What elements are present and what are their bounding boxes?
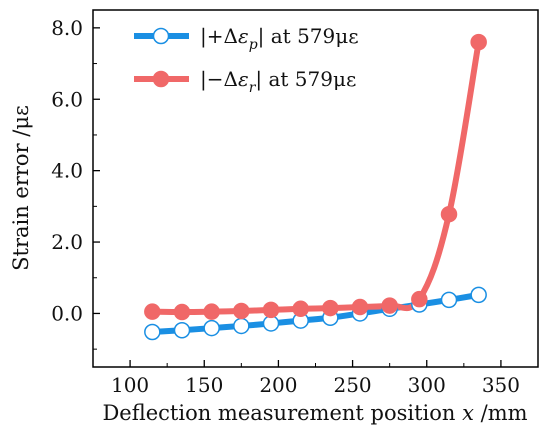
legend-minus-part-1: |−Δ bbox=[200, 67, 238, 92]
y-tick-label: 4.0 bbox=[51, 159, 83, 183]
minus-series-point bbox=[203, 303, 220, 320]
legend-plus-part-4: | at 579με bbox=[258, 24, 359, 49]
minus-series-point bbox=[144, 303, 161, 320]
legend-marker-plus bbox=[152, 27, 170, 45]
minus-series-point bbox=[351, 298, 369, 316]
plus-series-point bbox=[262, 315, 280, 332]
plus-series-point bbox=[144, 323, 161, 341]
minus-series-point bbox=[173, 303, 191, 321]
plus-series-point bbox=[470, 286, 487, 304]
x-tick-label: 250 bbox=[333, 373, 371, 397]
minus-series-point bbox=[411, 290, 428, 308]
x-axis-title-var: x bbox=[462, 401, 474, 425]
minus-series-point bbox=[233, 302, 250, 320]
x-axis-title-unit: /mm bbox=[474, 401, 528, 425]
legend: |+Δεp| at 579με |−Δεr| at 579με bbox=[134, 24, 359, 96]
legend-label-minus: |−Δεr| at 579με bbox=[200, 67, 356, 96]
y-tick-label: 0.0 bbox=[51, 301, 83, 325]
x-tick-label: 350 bbox=[482, 373, 520, 397]
legend-minus-part-3: r bbox=[249, 80, 257, 96]
minus-series-point bbox=[292, 300, 309, 318]
x-tick-label: 200 bbox=[259, 373, 297, 397]
minus-series-point bbox=[440, 205, 458, 223]
x-tick-label: 150 bbox=[185, 373, 223, 397]
minus-series-point bbox=[470, 33, 487, 51]
legend-plus-part-1: |+Δ bbox=[200, 24, 238, 49]
minus-series-point bbox=[262, 301, 280, 319]
plus-series-point bbox=[233, 317, 250, 335]
legend-minus-part-2: ε bbox=[238, 67, 249, 91]
minus-series-point bbox=[322, 299, 339, 317]
legend-minus-part-4: | at 579με bbox=[255, 67, 356, 92]
x-axis-title: Deflection measurement position x /mm bbox=[102, 401, 527, 425]
x-axis-title-main: Deflection measurement position bbox=[102, 401, 462, 425]
legend-marker-minus bbox=[152, 70, 170, 88]
x-tick-label: 100 bbox=[111, 373, 149, 397]
plus-series-point bbox=[203, 319, 220, 337]
plus-series-point bbox=[173, 321, 191, 339]
y-axis-title: Strain error /με bbox=[9, 105, 33, 271]
legend-plus-part-3: p bbox=[249, 37, 258, 53]
legend-label-plus: |+Δεp| at 579με bbox=[200, 24, 359, 53]
y-tick-label: 6.0 bbox=[51, 87, 83, 111]
legend-plus-part-2: ε bbox=[238, 24, 249, 48]
y-tick-label: 8.0 bbox=[51, 16, 83, 40]
minus-series-point bbox=[381, 297, 398, 314]
x-tick-label: 300 bbox=[408, 373, 446, 397]
plus-series-point bbox=[440, 291, 458, 309]
y-tick-label: 2.0 bbox=[51, 230, 83, 254]
